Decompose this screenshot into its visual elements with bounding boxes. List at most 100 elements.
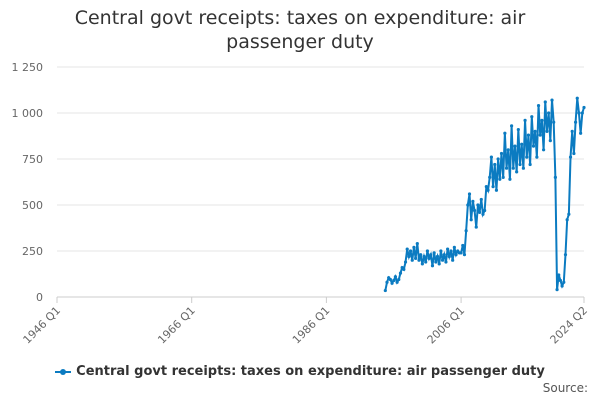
data-point bbox=[528, 162, 532, 167]
data-point bbox=[560, 284, 564, 288]
data-point bbox=[466, 203, 470, 207]
y-tick-label: 1 250 bbox=[12, 61, 44, 74]
data-point bbox=[547, 111, 551, 115]
data-point bbox=[552, 120, 556, 124]
data-point bbox=[420, 262, 424, 266]
data-point bbox=[439, 249, 443, 253]
data-point bbox=[405, 247, 409, 251]
data-point bbox=[459, 251, 463, 255]
data-point bbox=[390, 281, 394, 285]
data-point bbox=[516, 127, 520, 132]
data-point bbox=[504, 166, 509, 170]
data-point bbox=[403, 260, 408, 264]
data-point bbox=[484, 185, 488, 189]
legend-swatch bbox=[55, 368, 72, 375]
data-point bbox=[562, 280, 566, 284]
data-point bbox=[568, 155, 573, 159]
data-point bbox=[444, 260, 448, 264]
data-point bbox=[501, 175, 505, 179]
data-point bbox=[540, 118, 544, 122]
data-point bbox=[538, 133, 542, 137]
data-point bbox=[467, 192, 472, 196]
data-point bbox=[419, 253, 423, 257]
data-point bbox=[402, 267, 406, 271]
y-tick-label: 1 000 bbox=[12, 107, 44, 120]
data-point bbox=[496, 157, 500, 161]
y-tick-label: 0 bbox=[36, 291, 43, 304]
data-point bbox=[530, 115, 534, 119]
data-point bbox=[481, 212, 485, 216]
data-point bbox=[479, 197, 483, 202]
data-point bbox=[555, 288, 559, 292]
data-point bbox=[541, 148, 546, 152]
data-point bbox=[395, 280, 399, 284]
y-tick-label: 500 bbox=[22, 199, 43, 212]
data-point bbox=[553, 175, 557, 179]
x-tick-label: 2024 Q2 bbox=[548, 304, 591, 347]
data-point bbox=[397, 277, 401, 282]
data-point bbox=[447, 254, 451, 259]
legend: Central govt receipts: taxes on expendit… bbox=[0, 364, 600, 379]
data-point bbox=[452, 245, 456, 249]
data-point bbox=[414, 256, 418, 260]
data-point bbox=[442, 253, 446, 257]
data-point bbox=[393, 275, 398, 279]
data-point bbox=[531, 144, 536, 148]
data-point bbox=[440, 258, 445, 262]
data-point bbox=[494, 188, 499, 192]
data-point bbox=[575, 96, 579, 100]
data-point bbox=[518, 162, 522, 167]
x-tick-label: 1986 Q1 bbox=[290, 304, 333, 347]
data-point bbox=[491, 185, 495, 189]
data-point bbox=[408, 249, 413, 253]
data-point bbox=[427, 256, 431, 260]
data-point bbox=[388, 277, 392, 282]
data-point bbox=[508, 177, 512, 181]
data-point bbox=[557, 273, 561, 277]
data-point bbox=[558, 278, 563, 283]
data-point bbox=[471, 199, 475, 203]
data-point bbox=[580, 111, 584, 115]
data-point bbox=[567, 212, 571, 216]
data-point bbox=[510, 124, 514, 128]
data-point bbox=[449, 249, 453, 253]
data-point bbox=[432, 251, 436, 255]
data-point bbox=[464, 229, 468, 233]
data-point bbox=[392, 278, 396, 283]
data-point bbox=[461, 243, 465, 248]
x-tick-label: 1946 Q1 bbox=[21, 304, 64, 347]
data-point bbox=[454, 253, 458, 257]
data-point bbox=[422, 254, 426, 259]
data-point bbox=[572, 151, 576, 156]
data-point bbox=[543, 100, 547, 104]
chart-title: Central govt receipts: taxes on expendit… bbox=[74, 7, 526, 53]
data-point bbox=[429, 253, 433, 257]
data-point bbox=[548, 139, 552, 143]
data-point bbox=[563, 253, 568, 257]
data-point bbox=[437, 262, 441, 266]
data-point bbox=[415, 242, 419, 246]
data-point bbox=[410, 258, 414, 262]
data-point bbox=[536, 104, 541, 108]
data-point bbox=[573, 120, 578, 124]
data-point bbox=[493, 162, 497, 167]
data-point bbox=[424, 260, 428, 264]
legend-label: Central govt receipts: taxes on expendit… bbox=[76, 364, 545, 379]
x-tick-label: 1966 Q1 bbox=[155, 304, 198, 347]
data-point bbox=[523, 118, 527, 122]
data-point bbox=[520, 142, 524, 146]
data-point bbox=[478, 210, 482, 214]
data-point bbox=[506, 148, 510, 152]
data-point bbox=[565, 218, 569, 222]
data-point bbox=[462, 253, 467, 257]
data-point bbox=[469, 218, 473, 222]
data-point bbox=[451, 258, 455, 262]
data-point bbox=[535, 155, 539, 159]
data-point bbox=[498, 177, 502, 181]
data-point bbox=[474, 225, 478, 229]
data-point bbox=[472, 208, 477, 213]
data-point bbox=[489, 155, 493, 159]
x-tick-label: 2006 Q1 bbox=[425, 304, 468, 347]
